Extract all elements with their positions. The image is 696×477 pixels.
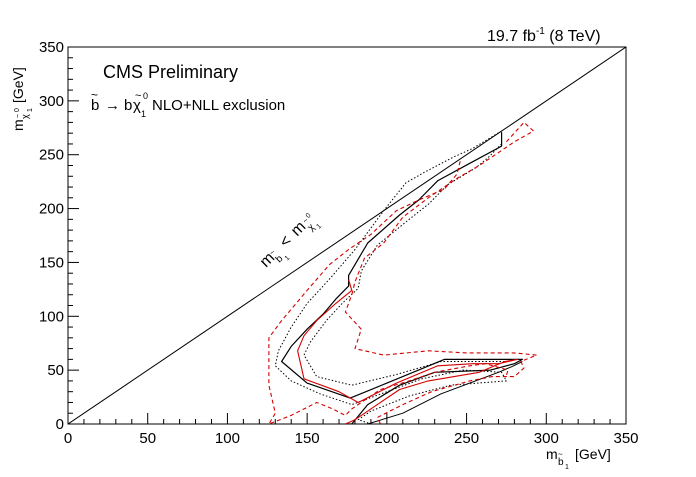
svg-text:~: ~	[267, 247, 277, 257]
y-tick-label: 350	[39, 39, 64, 56]
svg-text:0: 0	[143, 91, 148, 101]
y-tick-label: 100	[39, 308, 64, 325]
process-label: b ~ → b χ ~ 0 1 NLO+NLL exclusion	[91, 88, 285, 119]
x-tick-label: 200	[374, 430, 399, 447]
contour-series-3	[303, 143, 505, 386]
svg-text:m: m	[10, 119, 26, 131]
y-axis-label: m χ ~ 0 1 [GeV]	[10, 67, 34, 131]
svg-text:b: b	[91, 97, 99, 114]
x-tick-label: 350	[613, 430, 638, 447]
svg-text:~: ~	[135, 90, 141, 102]
svg-text:χ: χ	[133, 97, 141, 114]
x-tick-label: 50	[139, 430, 156, 447]
x-tick-label: 300	[534, 430, 559, 447]
contour-series-0	[68, 47, 626, 424]
x-axis-label: m b ~ 1 [GeV]	[546, 446, 611, 471]
contour-series-4	[274, 130, 507, 424]
svg-text:1: 1	[27, 108, 34, 112]
exclusion-contours	[68, 47, 626, 424]
x-tick-label: 100	[215, 430, 240, 447]
x-tick-label: 0	[64, 430, 72, 447]
svg-text:b: b	[558, 457, 564, 468]
x-axis-ticks: 0 50 100 150 200 250 300 350	[64, 413, 639, 447]
svg-text:0: 0	[305, 212, 313, 220]
svg-text:~: ~	[15, 114, 22, 118]
y-tick-label: 250	[39, 147, 64, 164]
y-tick-label: 50	[47, 362, 64, 379]
svg-text:χ: χ	[20, 114, 30, 119]
cms-label: CMS Preliminary	[103, 62, 238, 82]
svg-text:<: <	[277, 232, 296, 251]
y-tick-label: 0	[56, 416, 64, 433]
svg-text:→: →	[105, 97, 120, 114]
svg-text:1: 1	[141, 109, 146, 119]
svg-text:~: ~	[558, 450, 563, 459]
contour-series-2	[367, 361, 523, 424]
svg-text:NLO+NLL exclusion: NLO+NLL exclusion	[152, 97, 285, 114]
svg-text:0: 0	[14, 108, 21, 112]
svg-text:~: ~	[91, 88, 98, 102]
y-tick-label: 300	[39, 93, 64, 110]
svg-text:1: 1	[315, 223, 323, 231]
svg-text:~: ~	[301, 216, 311, 226]
svg-text:[GeV]: [GeV]	[10, 67, 26, 103]
x-tick-label: 150	[295, 430, 320, 447]
svg-text:[GeV]: [GeV]	[575, 446, 611, 462]
contour-series-5	[297, 279, 519, 424]
svg-text:b: b	[124, 97, 132, 114]
y-tick-label: 150	[39, 254, 64, 271]
y-axis-ticks: 0 50 100 150 200 250 300 350	[39, 39, 79, 433]
diagonal-label: m b ~ 1 < m χ ~ 0 1	[257, 212, 323, 271]
y-tick-label: 200	[39, 201, 64, 218]
svg-text:m: m	[546, 446, 558, 462]
x-tick-label: 250	[454, 430, 479, 447]
svg-text:1: 1	[284, 255, 292, 263]
svg-text:1: 1	[565, 464, 569, 471]
contour-series-7	[268, 161, 509, 424]
contour-series-6	[344, 121, 538, 424]
lumi-label: 19.7 fb-1 (8 TeV)	[487, 26, 601, 45]
